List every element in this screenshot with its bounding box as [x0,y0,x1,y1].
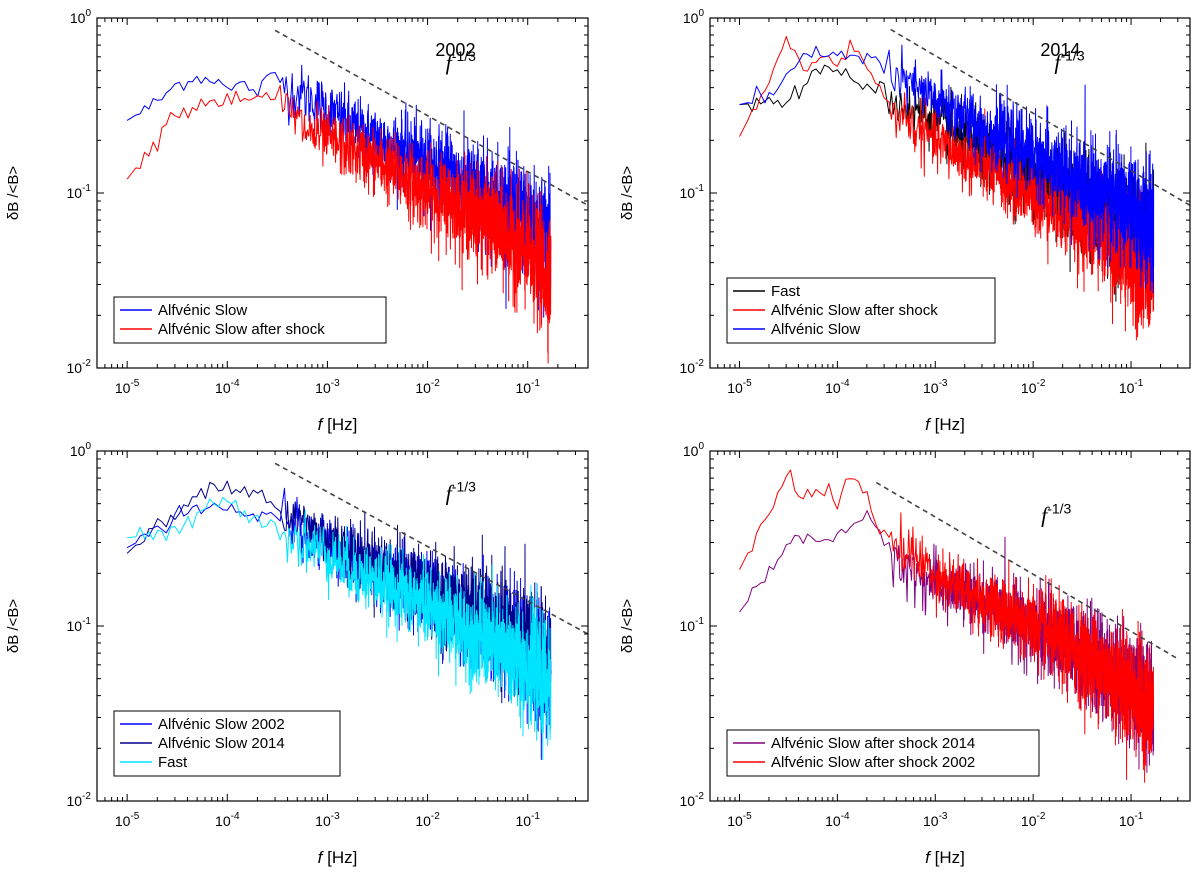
y-axis: 10-2 10-1 100 [67,8,588,376]
y-axis-label: δB /<B> [5,599,22,653]
slope-label: f-1/3 [446,479,476,506]
y-tick-label: 10-2 [680,358,705,376]
y-axis-label: δB /<B> [5,166,22,220]
y-tick-label: 10-2 [67,358,92,376]
x-axis: 10-5 10-4 10-3 10-2 10-1 [717,18,1191,396]
series-line-1 [126,64,552,318]
legend-box [113,296,387,344]
legend-label: Alfvénic Slow [158,302,247,319]
slope-reference-line [875,481,1179,660]
y-axis: 10-2 10-1 100 [67,441,588,809]
x-tick-label: 10-4 [825,378,850,396]
legend-label: Alfvénic Slow [771,321,860,338]
x-tick-label: 10-1 [515,378,540,396]
legend: Alfvénic Slow after shock 2014 Alfvénic S… [726,729,1040,777]
x-tick-label: 10-5 [115,378,140,396]
plot-area [126,64,552,364]
x-tick-label: 10-3 [923,811,948,829]
legend: Alfvénic Slow 2002 Alfvénic Slow 2014 Fast [113,710,341,777]
legend-label: Alfvénic Slow after shock 2014 [771,735,975,752]
legend-label: Fast [158,754,188,771]
legend: Fast Alfvénic Slow after shock Alfvénic Sl… [726,277,996,344]
legend-box [726,729,1040,777]
y-axis: 10-2 10-1 100 [680,441,1190,809]
legend-label: Fast [771,283,801,300]
x-tick-label: 10-5 [727,378,752,396]
legend-box [726,277,996,344]
y-tick-label: 100 [70,441,92,459]
y-tick-label: 10-1 [680,616,705,634]
slope-reference-line [274,462,589,635]
slope-label: f-1/3 [446,48,476,75]
legend-label: Alfvénic Slow after shock [771,302,938,319]
y-tick-label: 100 [683,8,705,26]
x-tick-label: 10-1 [1119,378,1144,396]
y-tick-label: 10-1 [67,183,92,201]
slope-reference-line [890,28,1191,207]
y-tick-label: 10-1 [680,183,705,201]
chart-panel-4: f-1/3 10-5 10-4 10-3 10-2 10-1 10-2 10-1 100 f [H… [619,441,1191,867]
x-tick-label: 10-1 [1119,811,1144,829]
x-tick-label: 10-3 [923,378,948,396]
x-axis-label: f [Hz] [318,848,358,867]
legend-label: Alfvénic Slow 2002 [158,716,285,733]
x-tick-label: 10-2 [415,811,440,829]
y-tick-label: 10-1 [67,616,92,634]
y-tick-label: 100 [70,8,92,26]
x-axis-label: f [Hz] [925,415,965,434]
plot-area [126,480,552,761]
y-axis-label: δB /<B> [619,599,636,653]
series-line-2 [126,84,552,364]
slope-reference-line [274,29,589,207]
series-line-3 [739,44,1155,294]
x-axis: 10-5 10-4 10-3 10-2 10-1 [104,451,589,829]
series-line-2 [739,36,1155,341]
x-tick-label: 10-1 [515,811,540,829]
x-tick-label: 10-2 [1021,378,1046,396]
series-line-3 [127,496,552,761]
year-annotation: 2002 [435,40,475,60]
x-axis-label: f [Hz] [925,848,965,867]
legend-label: Alfvénic Slow after shock [158,321,325,338]
y-axis-label: δB /<B> [619,166,636,220]
x-tick-label: 10-4 [215,811,240,829]
y-axis: 10-2 10-1 100 [680,8,1190,376]
x-tick-label: 10-4 [825,811,850,829]
chart-panel-3: f-1/3 10-5 10-4 10-3 10-2 10-1 10-2 10-1 100 f [H… [5,441,589,867]
x-tick-label: 10-4 [215,378,240,396]
x-tick-label: 10-2 [415,378,440,396]
slope-label: f-1/3 [1054,47,1084,74]
y-tick-label: 10-2 [67,791,92,809]
x-tick-label: 10-2 [1021,811,1046,829]
x-tick-label: 10-3 [315,378,340,396]
x-tick-label: 10-5 [727,811,752,829]
year-annotation: 2014 [1040,40,1080,60]
x-axis: 10-5 10-4 10-3 10-2 10-1 [104,18,589,396]
x-tick-label: 10-3 [315,811,340,829]
y-tick-label: 10-2 [680,791,705,809]
legend-label: Alfvénic Slow after shock 2002 [771,754,975,771]
series-line-2 [126,480,552,720]
plot-area [739,36,1155,341]
plot-area [739,469,1155,783]
x-axis: 10-5 10-4 10-3 10-2 10-1 [717,451,1191,829]
y-tick-label: 100 [683,441,705,459]
legend-label: Alfvénic Slow 2014 [158,735,285,752]
legend: Alfvénic Slow Alfvénic Slow after shock [113,296,387,344]
series-line-2 [739,469,1155,783]
x-tick-label: 10-5 [115,811,140,829]
x-axis-label: f [Hz] [318,415,358,434]
slope-label: f-1/3 [1041,501,1071,528]
